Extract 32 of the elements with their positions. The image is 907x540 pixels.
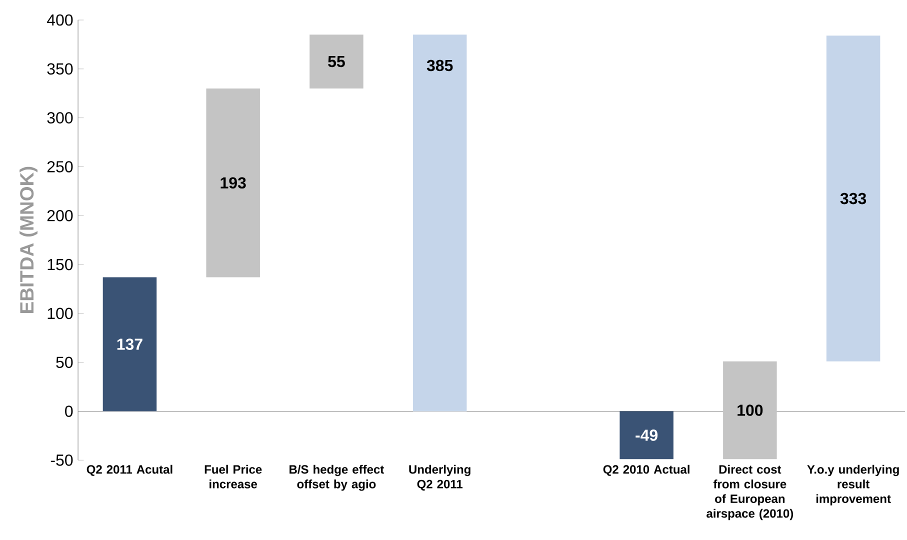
bar [826,36,880,362]
x-tick-label: Q2 2010 Actual [603,464,690,476]
x-tick-label: Underlying Q2 2011 [409,464,470,491]
data-label: 193 [220,177,246,188]
y-tick-label: 350 [47,63,73,74]
data-label: 55 [328,56,345,68]
data-label: 333 [840,192,866,204]
y-tick-label: 300 [47,112,73,124]
y-tick-label: 150 [48,258,73,270]
y-tick-label: 400 [47,14,73,26]
bar [206,88,260,278]
bar [723,361,777,460]
x-tick-label: Q2 2011 Acutal [86,464,172,476]
x-tick-label: Direct cost from closure of European airspace (2010) [706,464,794,520]
x-tick-label: Fuel Price increase [204,464,262,488]
x-tick-label: Y.o.y underlying result improvement [807,464,899,506]
y-tick-label: -50 [50,454,73,466]
y-tick-label: 50 [56,356,73,368]
bar [620,411,674,460]
y-tick-label: 100 [48,308,73,320]
data-label: -49 [636,429,658,441]
data-label: 385 [426,60,453,72]
bar [412,34,467,412]
bar [102,277,157,412]
bar [310,34,364,88]
data-label: 100 [738,404,763,416]
data-label: 137 [117,338,142,350]
y-tick-label: 250 [47,160,73,172]
x-tick-label: B/S hedge effect offset by agio [290,464,384,491]
y-axis-title: EBITDA (MNOK) [20,166,38,313]
y-tick-label: 200 [47,210,73,222]
y-tick-label: 0 [65,406,73,417]
